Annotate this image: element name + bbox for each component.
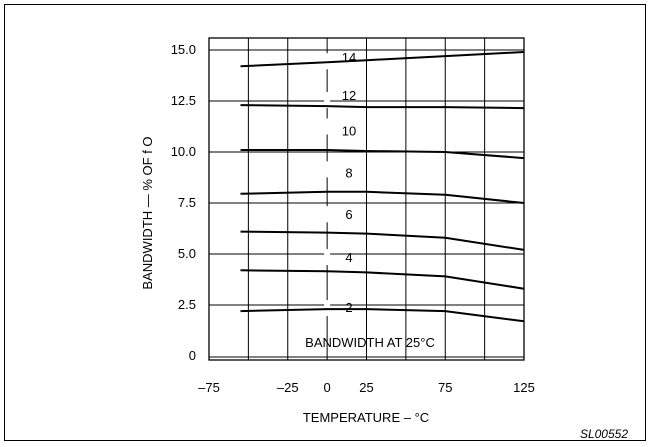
series-line-4 bbox=[240, 269, 525, 290]
x-tick-label: 25 bbox=[359, 380, 373, 395]
series-label-8: 8 bbox=[345, 165, 352, 180]
y-axis-label: BANDWIDTH — % OF f O bbox=[140, 136, 155, 289]
series-line-2 bbox=[240, 308, 525, 323]
y-tick-label: 5.0 bbox=[178, 246, 196, 261]
series-label-2: 2 bbox=[345, 300, 352, 315]
x-tick-label: 75 bbox=[438, 380, 452, 395]
label-gap bbox=[324, 300, 331, 317]
x-tick-label: –25 bbox=[277, 380, 299, 395]
series-line-8 bbox=[240, 190, 525, 204]
series-labels: 14 12 10 8 6 4 2 bbox=[342, 50, 356, 315]
series-label-12: 12 bbox=[342, 88, 356, 103]
figure-id-label: SL00552 bbox=[580, 427, 628, 441]
figure-frame bbox=[4, 4, 646, 441]
tick-labels: –75 –25 0 25 75 125 0 2.5 5.0 7.5 10.0 12.5 15.0 bbox=[171, 42, 535, 395]
y-tick-label: 12.5 bbox=[171, 93, 196, 108]
series-line-6 bbox=[240, 230, 525, 251]
y-tick-label: 10.0 bbox=[171, 144, 196, 159]
x-axis-label: TEMPERATURE – °C bbox=[303, 410, 429, 425]
series-label-14: 14 bbox=[342, 50, 356, 65]
x-tick-label: 125 bbox=[513, 380, 535, 395]
label-gap bbox=[324, 206, 331, 223]
series-label-4: 4 bbox=[345, 250, 352, 265]
label-gap bbox=[324, 249, 331, 266]
label-gap bbox=[324, 118, 331, 135]
x-tick-label: 0 bbox=[324, 380, 331, 395]
series-lines bbox=[240, 51, 525, 323]
label-gap bbox=[324, 161, 331, 178]
y-tick-label: 0 bbox=[189, 348, 196, 363]
series-line-14 bbox=[240, 51, 525, 68]
series-label-6: 6 bbox=[345, 207, 352, 222]
label-gap bbox=[324, 92, 331, 108]
y-tick-label: 2.5 bbox=[178, 297, 196, 312]
plot-border bbox=[208, 37, 525, 361]
series-line-12 bbox=[240, 104, 525, 110]
x-tick-label: –75 bbox=[198, 380, 220, 395]
series-label-10: 10 bbox=[342, 124, 356, 139]
y-tick-label: 15.0 bbox=[171, 42, 196, 57]
bandwidth-at-25c-annotation: BANDWIDTH AT 25°C bbox=[305, 335, 435, 350]
series-line-10 bbox=[240, 149, 525, 160]
y-tick-label: 7.5 bbox=[178, 195, 196, 210]
plot-area bbox=[208, 37, 525, 361]
